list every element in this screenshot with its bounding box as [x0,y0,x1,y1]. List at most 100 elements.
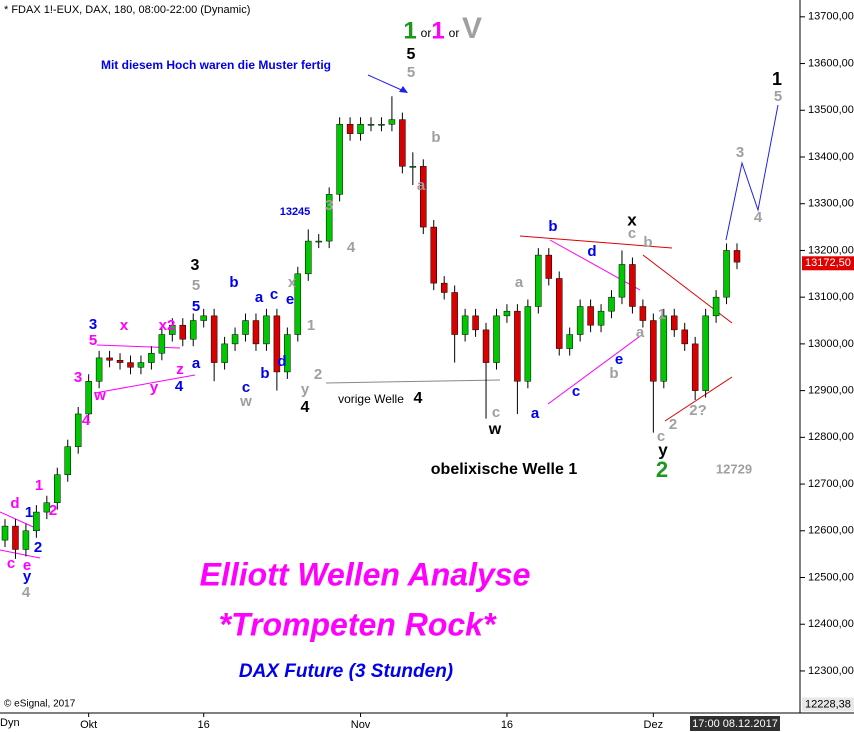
wave-label: c [572,383,580,400]
wave-label: y [301,381,310,398]
trend-lines [0,74,779,559]
candle-body [336,124,343,195]
y-tick-label: 12400,00 [808,618,854,630]
y-tick-label: 12900,00 [808,385,854,397]
y-tick-label: 13400,00 [808,151,854,163]
wave-label: a [531,405,540,422]
wave-label: 2 [656,457,668,482]
x-tick-label: Dez [644,719,664,731]
candle-body [482,329,490,363]
wave-label: 1 [772,69,782,89]
wave-label: 2? [689,402,707,419]
wave-label: *Trompeten Rock* [219,606,497,642]
candle-body [702,315,709,391]
wave-label: 1 [403,17,416,44]
current-price: 13172,50 [805,257,851,269]
y-tick-label: 12700,00 [808,478,854,490]
candle-body [650,320,657,382]
cursor-time: 17:00 08.12.2017 [692,718,778,730]
candle-body [399,119,406,167]
wave-label: b [229,274,238,291]
y-tick-label: 13500,00 [808,104,854,116]
candle-body [33,511,40,532]
candle-body [22,530,30,550]
wave-label: 4 [22,584,31,601]
candle-body [231,334,239,345]
candle-body [1,525,9,541]
current-price-box [802,256,854,271]
wave-label: 1 [25,504,33,521]
chart-header: * FDAX 1!-EUX, DAX, 180, 08:00-22:00 (Dy… [4,4,250,16]
wave-label: or [421,26,432,40]
candle-body [263,315,270,345]
candle-body [64,446,71,475]
candle-body [451,292,458,335]
candle-body [137,362,145,368]
candle-body [681,329,688,345]
candle-body [127,362,134,368]
wave-label: a [515,274,524,291]
wave-label: 3 [89,316,97,333]
wave-label: 4 [754,209,763,226]
wave-label: y [658,440,668,459]
wave-label: 4 [82,412,91,429]
candle-body [629,264,636,307]
candle-body [116,359,124,363]
wave-label: DAX Future (3 Stunden) [239,661,453,682]
wave-label: c [492,404,500,421]
bottom-price: 12228,38 [805,698,851,710]
wave-label: d [587,243,596,260]
candle-body [294,273,302,335]
candle-body [524,306,532,382]
wave-label: Mit diesem Hoch waren die Muster fertig [101,58,331,72]
wave-label: b [431,129,440,146]
wave-label: 2 [49,502,57,519]
candle-body [367,124,375,126]
candle-body [503,310,511,317]
wave-label: 2 [314,366,322,383]
wave-label: b [260,365,269,382]
wave-label: 12729 [716,461,752,476]
candle-body [388,119,396,125]
wave-label: 4 [175,378,184,395]
wave-label: c [7,555,15,572]
wave-label: d [277,353,286,370]
wave-label: 4 [414,390,423,407]
wave-label: 3 [74,369,82,386]
wave-label: 1 [431,17,444,44]
candle-body [545,254,553,279]
y-tick-label: 13600,00 [808,57,854,69]
candle-body [179,324,187,340]
wave-label: 2 [34,539,42,556]
wave-label: c [242,379,250,396]
cursor-box [690,716,780,731]
candle-body [555,278,563,349]
candle-body [671,315,678,331]
copyright: © eSignal, 2017 [4,699,76,710]
candle-body [576,306,584,335]
wave-label: 2 [669,416,677,433]
wave-label: x2 [159,317,176,334]
candle-body [723,250,730,298]
candle-body [169,324,176,335]
candle-body [472,315,479,331]
wave-label: y [23,568,32,585]
candle-body [284,334,291,373]
candle-body [639,306,647,321]
candle-body [74,413,82,447]
candle-body [461,315,469,335]
wave-label: c [657,428,665,445]
wave-label: 5 [774,88,782,105]
wave-label: d [10,495,19,512]
wave-label: e [286,291,294,308]
x-tick-label: Nov [351,719,371,731]
candle-body [608,296,615,312]
y-tick-label: 12600,00 [808,525,854,537]
wave-label: b [609,365,618,382]
candle-body [189,320,197,340]
wave-label: or [449,26,460,40]
bottom-price-box [802,697,854,712]
y-tick-label: 13100,00 [808,291,854,303]
candle-body [440,282,448,293]
